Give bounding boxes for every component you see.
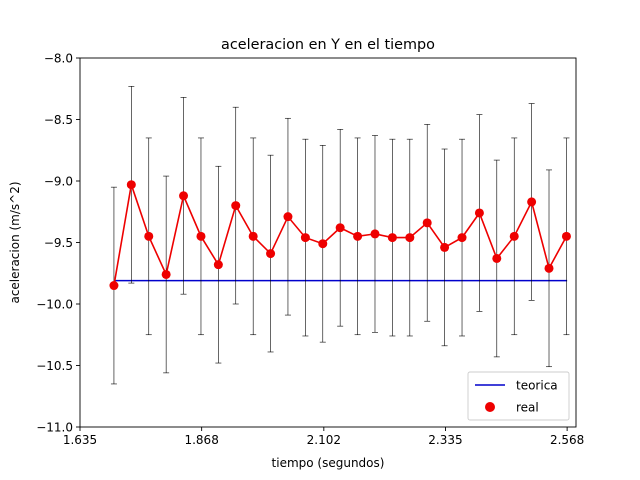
y-tick-label: −11.0 xyxy=(36,420,73,434)
legend-teorica-label: teorica xyxy=(516,379,558,393)
data-point xyxy=(405,233,415,243)
data-point xyxy=(370,229,380,239)
data-point xyxy=(457,233,467,243)
data-point xyxy=(213,260,223,270)
data-point xyxy=(509,231,519,241)
y-axis-label: aceleracion (m/s^2) xyxy=(8,181,22,303)
y-tick-label: −10.5 xyxy=(36,359,73,373)
data-point xyxy=(544,263,554,273)
data-point xyxy=(196,231,206,241)
data-point xyxy=(266,249,276,259)
data-point xyxy=(474,208,484,218)
data-point xyxy=(440,242,450,252)
data-point xyxy=(248,231,258,241)
legend: teorica real xyxy=(467,371,570,421)
data-point xyxy=(527,197,537,207)
x-tick-label: 1.868 xyxy=(184,433,218,447)
data-point xyxy=(318,239,328,249)
data-point xyxy=(492,253,502,263)
x-tick-label: 2.335 xyxy=(428,433,462,447)
data-point xyxy=(422,218,432,228)
data-point xyxy=(353,231,363,241)
y-tick-label: −9.5 xyxy=(44,236,73,250)
chart-title: aceleracion en Y en el tiempo xyxy=(221,37,435,53)
legend-real-swatch xyxy=(485,402,495,412)
data-point xyxy=(109,281,119,291)
data-point xyxy=(387,233,397,243)
x-tick-label: 1.635 xyxy=(63,433,97,447)
y-tick-label: −8.0 xyxy=(44,51,73,65)
data-point xyxy=(144,231,154,241)
data-point xyxy=(231,201,241,211)
data-point xyxy=(179,191,189,201)
y-tick-label: −8.5 xyxy=(44,113,73,127)
data-point xyxy=(283,212,293,222)
axis-layer: 1.635 1.868 2.102 2.335 2.568 −8.0 −8.5 −9.0 −9.… xyxy=(36,51,584,447)
y-tick-label: −9.0 xyxy=(44,174,73,188)
plot-layer xyxy=(109,85,571,385)
x-tick-label: 2.568 xyxy=(550,433,584,447)
data-point xyxy=(561,231,571,241)
data-point xyxy=(126,180,136,190)
data-point xyxy=(300,233,310,243)
x-axis-label: tiempo (segundos) xyxy=(272,456,385,470)
x-tick-label: 2.102 xyxy=(307,433,341,447)
y-tick-label: −10.0 xyxy=(36,297,73,311)
legend-real-label: real xyxy=(516,401,539,415)
data-point xyxy=(335,223,345,233)
data-point xyxy=(161,269,171,279)
